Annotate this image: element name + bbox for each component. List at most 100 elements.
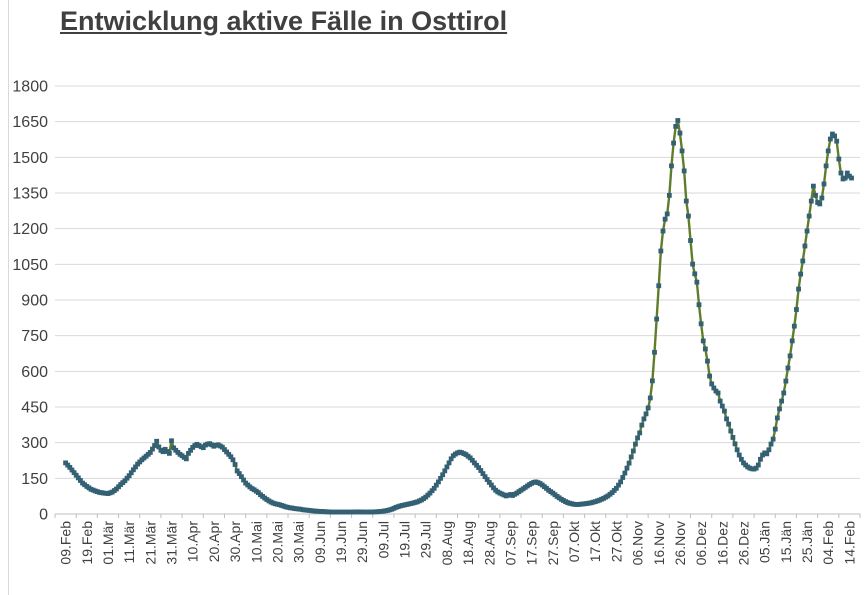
y-tick-label: 900 [21,293,48,310]
data-point-marker [624,465,630,471]
y-tick-label: 1050 [12,257,48,274]
data-point-marker [186,450,191,456]
y-tick-label: 1800 [12,79,48,96]
data-point-marker [702,346,708,352]
x-tick-label: 11.Mär [121,521,137,564]
data-point-marker [690,261,696,267]
data-point-marker [478,468,484,473]
data-point-marker [764,451,770,457]
data-point-marker [67,465,73,470]
data-point-marker [641,416,647,422]
data-point-marker [444,464,450,470]
data-point-marker [836,156,842,162]
data-point-marker [777,406,782,412]
window-left-border [8,0,9,595]
data-point-marker [476,465,482,471]
x-tick-label: 16.Nov [651,521,667,565]
x-tick-label: 21.Mär [142,521,158,565]
data-point-marker [700,338,706,344]
data-point-marker [75,475,81,481]
x-tick-label: 09.Jul [375,521,391,558]
x-tick-label: 09.Feb [58,521,74,565]
x-tick-label: 04.Feb [820,521,836,565]
x-tick-label: 30.Apr [227,521,243,563]
data-point-marker [613,485,619,491]
data-point-marker [686,213,691,219]
x-tick-label: 25.Jän [799,521,815,563]
data-point-marker [738,456,744,462]
data-point-marker [626,460,632,466]
x-tick-label: 06.Nov [630,521,646,565]
data-point-marker [768,441,774,447]
data-point-marker [239,474,244,480]
y-tick-label: 450 [21,400,48,417]
data-point-markers [63,118,854,515]
data-point-marker [654,316,660,322]
data-point-marker [817,201,823,207]
data-point-marker [664,211,670,217]
x-axis-tick-labels: 09.Feb 19.Feb 01.Mär 11.Mär 21.Mär 31.Mär 10.A… [58,521,858,566]
data-point-marker [844,170,850,176]
data-point-marker [469,457,475,463]
data-point-marker [774,415,780,421]
data-point-marker [128,470,134,476]
data-point-marker [808,198,814,204]
x-tick-label: 16.Dez [714,521,730,565]
data-point-marker [482,474,488,480]
data-point-marker [69,467,75,473]
data-point-marker [779,398,785,404]
x-tick-label: 20.Apr [206,521,222,563]
data-point-marker [755,462,761,468]
data-point-marker [639,422,645,428]
data-point-marker [673,124,679,129]
data-point-marker [692,271,698,277]
data-point-marker [635,435,640,441]
x-tick-label: 07.Sep [502,521,518,566]
data-point-marker [666,192,672,198]
data-point-marker [649,378,655,384]
x-tick-label: 30.Mai [291,521,307,563]
x-tick-label: 29.Jul [418,521,434,558]
data-point-marker [647,395,653,401]
data-point-marker [431,485,437,491]
data-point-marker [698,321,704,327]
y-tick-label: 1650 [12,114,48,131]
data-point-marker [798,271,804,277]
x-tick-label: 27.Sep [545,521,561,566]
data-point-marker [781,390,787,396]
x-tick-label: 26.Nov [672,521,688,565]
x-tick-label: 19.Jun [333,521,349,563]
data-point-marker [480,471,486,476]
data-point-marker [724,416,729,422]
data-point-marker [633,441,638,447]
data-point-marker [730,435,736,440]
data-point-marker [679,148,685,154]
data-point-marker [630,448,636,454]
data-point-marker [486,479,492,485]
chart-title: Entwicklung aktive Fälle in Osttirol [60,6,508,36]
x-tick-label: 06.Dez [693,521,709,565]
data-point-marker [675,118,681,123]
data-point-marker [228,454,234,460]
data-point-marker [236,471,242,476]
data-point-marker [683,198,689,204]
data-point-marker [147,450,153,455]
data-point-marker [696,302,702,308]
data-point-marker [622,470,628,476]
x-tick-label: 26.Dez [735,521,751,565]
data-point-marker [758,456,763,462]
data-point-marker [150,446,155,452]
data-point-marker [823,163,829,169]
y-axis-tick-labels: 0 150 300 450 600 750 900 1050 1200 1350 1500 1650 1… [12,79,48,524]
data-point-marker [753,465,759,471]
data-point-marker [722,408,727,414]
x-tick-label: 27.Okt [608,521,624,562]
y-tick-label: 150 [21,471,48,488]
data-point-marker [169,438,174,444]
data-point-marker [806,213,812,219]
data-point-marker [130,467,136,473]
data-point-marker [234,468,240,474]
data-point-marker [709,381,715,387]
x-tick-label: 20.Mai [269,521,285,563]
